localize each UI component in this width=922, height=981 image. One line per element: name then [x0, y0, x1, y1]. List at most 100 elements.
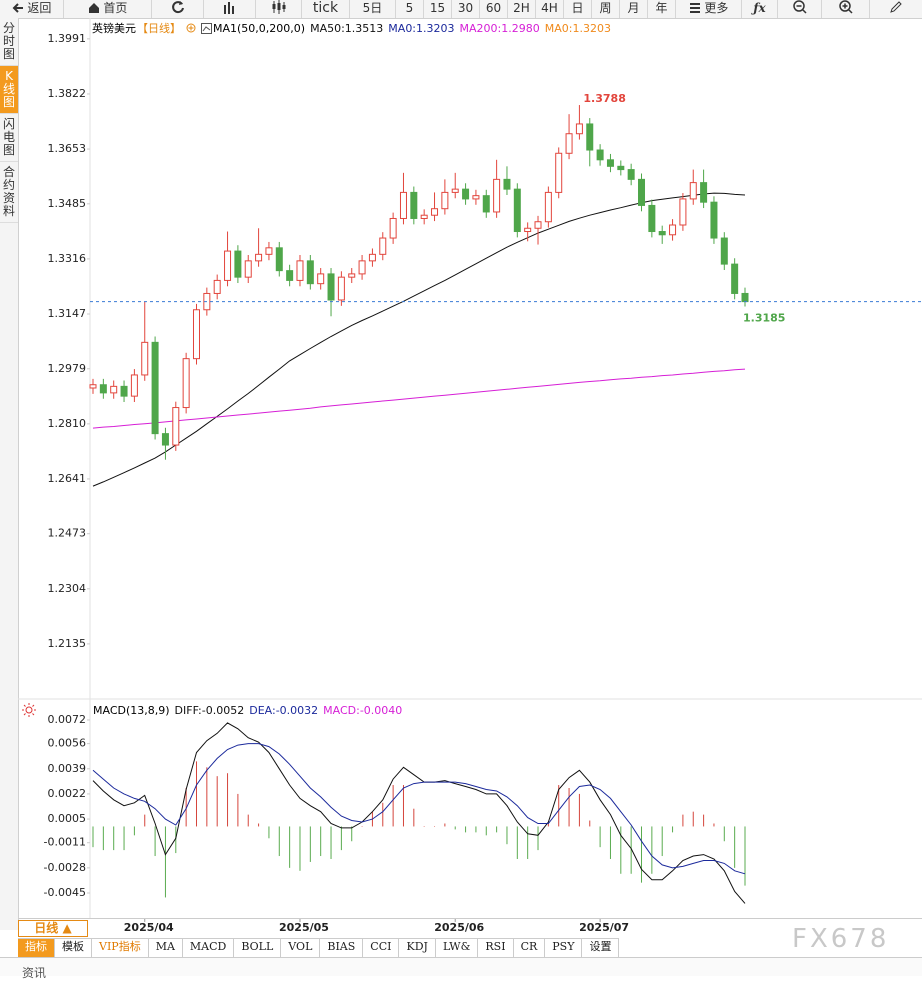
formula-button[interactable]: ƒx [742, 0, 778, 18]
macd-bar [723, 826, 725, 842]
indicator-icon[interactable] [201, 22, 212, 34]
period-button[interactable]: tick [302, 0, 350, 18]
bottom-bar [0, 957, 922, 976]
macd-bar [237, 793, 239, 827]
macd-bar [299, 826, 301, 871]
candle-body [265, 247, 273, 255]
sidebar-tab[interactable]: 闪电图 [0, 114, 18, 162]
macd-bar [216, 776, 218, 827]
macd-bar [547, 823, 549, 827]
macd-bar [620, 826, 622, 874]
home-button[interactable]: 首页 [64, 0, 152, 18]
settings-icon[interactable] [22, 703, 36, 717]
x-tick-label: 2025/07 [579, 921, 629, 934]
indicator-tab[interactable]: BIAS [320, 939, 364, 957]
candle-body [689, 182, 697, 200]
candle-body [658, 231, 666, 236]
candle-body [741, 292, 749, 303]
indicator-tab[interactable]: CCI [363, 939, 400, 957]
period-button[interactable]: 周 [592, 0, 620, 18]
indicator-tab[interactable]: 设置 [582, 939, 620, 957]
period-button[interactable]: 60 [480, 0, 508, 18]
indicator-tab[interactable]: 指标 [18, 939, 55, 957]
draw-button[interactable] [870, 0, 922, 18]
macd-bar [423, 826, 425, 827]
indicator-tab[interactable]: CR [514, 939, 546, 957]
macd-bar [413, 808, 415, 827]
candle-body [296, 260, 304, 281]
indicator-tab[interactable]: PSY [545, 939, 583, 957]
macd-bar [258, 823, 260, 827]
period-button[interactable]: 30 [452, 0, 480, 18]
macd-bar [144, 814, 146, 827]
period-button[interactable]: 4H [536, 0, 564, 18]
news-tab[interactable]: 资讯 [22, 966, 47, 980]
label: 更多 [704, 1, 729, 15]
candle-body [565, 133, 573, 154]
indicator-tab[interactable]: LW& [436, 939, 479, 957]
sidebar-tab[interactable]: 分时图 [0, 18, 18, 66]
y-tick-label: 1.3653 [48, 142, 87, 155]
sidebar-tab[interactable]: K线图 [0, 66, 18, 114]
macd-bar [672, 826, 674, 833]
indicator-tab[interactable]: MACD [183, 939, 235, 957]
legend-entry: MACD:-0.0040 [323, 703, 403, 717]
macd-line [92, 743, 746, 875]
indicator-tab[interactable]: KDJ [399, 939, 436, 957]
indicator-tab[interactable]: VOL [281, 939, 321, 957]
zoom-in-button[interactable] [822, 0, 870, 18]
macd-bar [609, 826, 611, 859]
period-button[interactable]: 月 [620, 0, 648, 18]
macd-bar [661, 826, 663, 857]
period-button[interactable]: 5日 [350, 0, 396, 18]
period-button[interactable]: 5 [396, 0, 424, 18]
macd-bar [123, 826, 125, 851]
macd-bar [340, 826, 342, 851]
back-button[interactable]: 返回 [0, 0, 64, 18]
macd-bar [568, 787, 570, 827]
macd-bar [113, 826, 115, 851]
candle-button[interactable] [256, 0, 302, 18]
period-button[interactable]: 日 [564, 0, 592, 18]
macd-bar [434, 826, 436, 827]
indicator-tab[interactable]: MA [149, 939, 183, 957]
candle-body [130, 374, 138, 397]
candle-body [399, 191, 407, 219]
indicator-tab[interactable]: 模板 [55, 939, 92, 957]
x-axis-bar: 日线 ▲ [18, 918, 922, 939]
add-icon[interactable] [186, 23, 196, 33]
candle-body [410, 191, 418, 219]
ma-line [92, 368, 746, 429]
period-button[interactable]: 年 [648, 0, 676, 18]
legend-entry: MA200:1.2980 [459, 21, 540, 35]
zoom-out-button[interactable] [778, 0, 822, 18]
macd-bar [320, 826, 322, 857]
macd-bar [465, 826, 467, 833]
indicator-tab[interactable]: BOLL [234, 939, 282, 957]
y-tick-label: 0.0039 [48, 762, 87, 775]
indicator-tab[interactable]: RSI [478, 939, 514, 957]
period-button[interactable]: 2H [508, 0, 536, 18]
candle-body [638, 178, 646, 206]
legend-entry: MA0:1.3203 [388, 21, 455, 35]
candle-body [244, 260, 252, 278]
last-price-label: 1.3185 [743, 311, 785, 324]
chart-button[interactable] [204, 0, 256, 18]
candle-body [420, 214, 428, 219]
macd-bar [589, 820, 591, 827]
refresh-button[interactable] [152, 0, 204, 18]
macd-bar [734, 826, 736, 868]
indicator-tab[interactable]: VIP指标 [92, 939, 149, 957]
candle-body [141, 341, 149, 376]
more-button[interactable]: 更多 [676, 0, 742, 18]
macd-bar [227, 773, 229, 827]
macd-legend: MACD(13,8,9) DIFF:-0.0052 DEA:-0.0032 MACD… [22, 703, 402, 717]
y-tick-label: 1.2810 [48, 417, 87, 430]
candle-body [534, 221, 542, 229]
macd-bar [630, 826, 632, 874]
macd-bar [558, 785, 560, 827]
sidebar-tab[interactable]: 合约资料 [0, 162, 18, 223]
period-button[interactable]: 15 [424, 0, 452, 18]
period-selector[interactable]: 日线 ▲ [18, 920, 88, 937]
candle-body [472, 195, 480, 200]
